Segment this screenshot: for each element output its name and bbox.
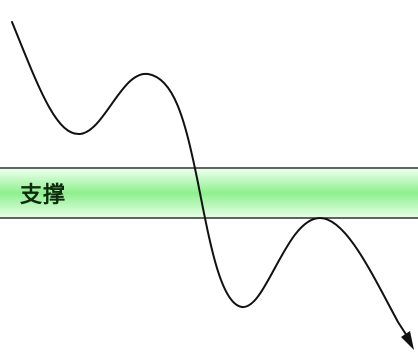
support-band	[0, 167, 418, 219]
price-curve	[11, 21, 408, 337]
support-band-label: 支撑	[20, 183, 66, 208]
arrow-down-right-icon	[401, 331, 414, 350]
